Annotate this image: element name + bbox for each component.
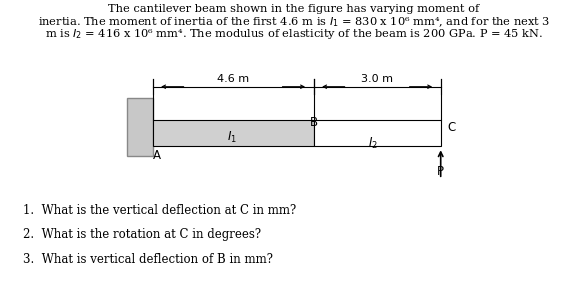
Text: 2.  What is the rotation at C in degrees?: 2. What is the rotation at C in degrees? [23,228,260,241]
Bar [153,120,314,146]
Text: P: P [437,165,444,178]
Text: 1.  What is the vertical deflection at C in mm?: 1. What is the vertical deflection at C … [23,204,296,217]
Text: B: B [310,116,318,129]
Text: 3.0 m: 3.0 m [361,74,393,84]
Text: inertia. The moment of inertia of the first 4.6 m is $I_1$ = 830 x 10⁶ mm⁴, and : inertia. The moment of inertia of the fi… [38,16,550,29]
Text: 4.6 m: 4.6 m [217,74,249,84]
Text: A: A [153,149,161,162]
Text: $I_2$: $I_2$ [368,136,378,151]
Text: The cantilever beam shown in the figure has varying moment of: The cantilever beam shown in the figure … [108,4,480,14]
Bar [314,120,441,146]
Bar [127,98,153,156]
Text: C: C [447,121,456,134]
Text: 3.  What is vertical deflection of B in mm?: 3. What is vertical deflection of B in m… [23,253,272,266]
Text: $I_1$: $I_1$ [227,129,237,144]
Text: m is $I_2$ = 416 x 10⁶ mm⁴. The modulus of elasticity of the beam is 200 GPa. P : m is $I_2$ = 416 x 10⁶ mm⁴. The modulus … [45,27,543,41]
